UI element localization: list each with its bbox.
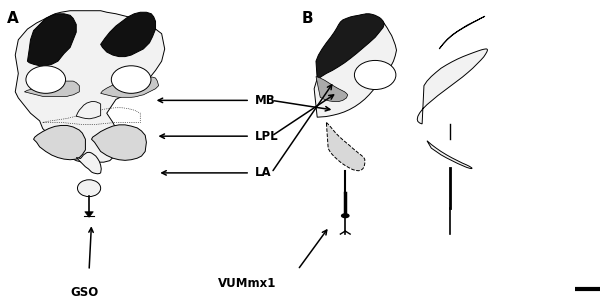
- Polygon shape: [24, 81, 79, 96]
- Text: VUMmx1: VUMmx1: [218, 277, 277, 289]
- Polygon shape: [326, 122, 365, 171]
- Polygon shape: [439, 16, 485, 49]
- Polygon shape: [76, 152, 101, 174]
- Text: MB: MB: [255, 95, 276, 107]
- Polygon shape: [316, 76, 348, 102]
- Polygon shape: [76, 102, 101, 119]
- Polygon shape: [417, 49, 487, 124]
- Circle shape: [342, 214, 349, 218]
- Ellipse shape: [111, 66, 151, 93]
- Text: A: A: [7, 11, 19, 26]
- Ellipse shape: [26, 66, 66, 93]
- Text: B: B: [302, 11, 314, 26]
- Polygon shape: [15, 11, 165, 162]
- Polygon shape: [427, 141, 472, 169]
- Polygon shape: [27, 14, 76, 66]
- Ellipse shape: [77, 180, 101, 197]
- Polygon shape: [92, 125, 146, 160]
- Ellipse shape: [354, 61, 396, 89]
- Text: GSO: GSO: [70, 286, 98, 299]
- Polygon shape: [85, 212, 93, 217]
- Polygon shape: [316, 14, 384, 80]
- Polygon shape: [101, 12, 156, 57]
- Polygon shape: [101, 77, 159, 97]
- Text: LA: LA: [255, 166, 271, 179]
- Polygon shape: [314, 20, 397, 117]
- Text: LPL: LPL: [255, 130, 279, 143]
- Polygon shape: [34, 125, 85, 160]
